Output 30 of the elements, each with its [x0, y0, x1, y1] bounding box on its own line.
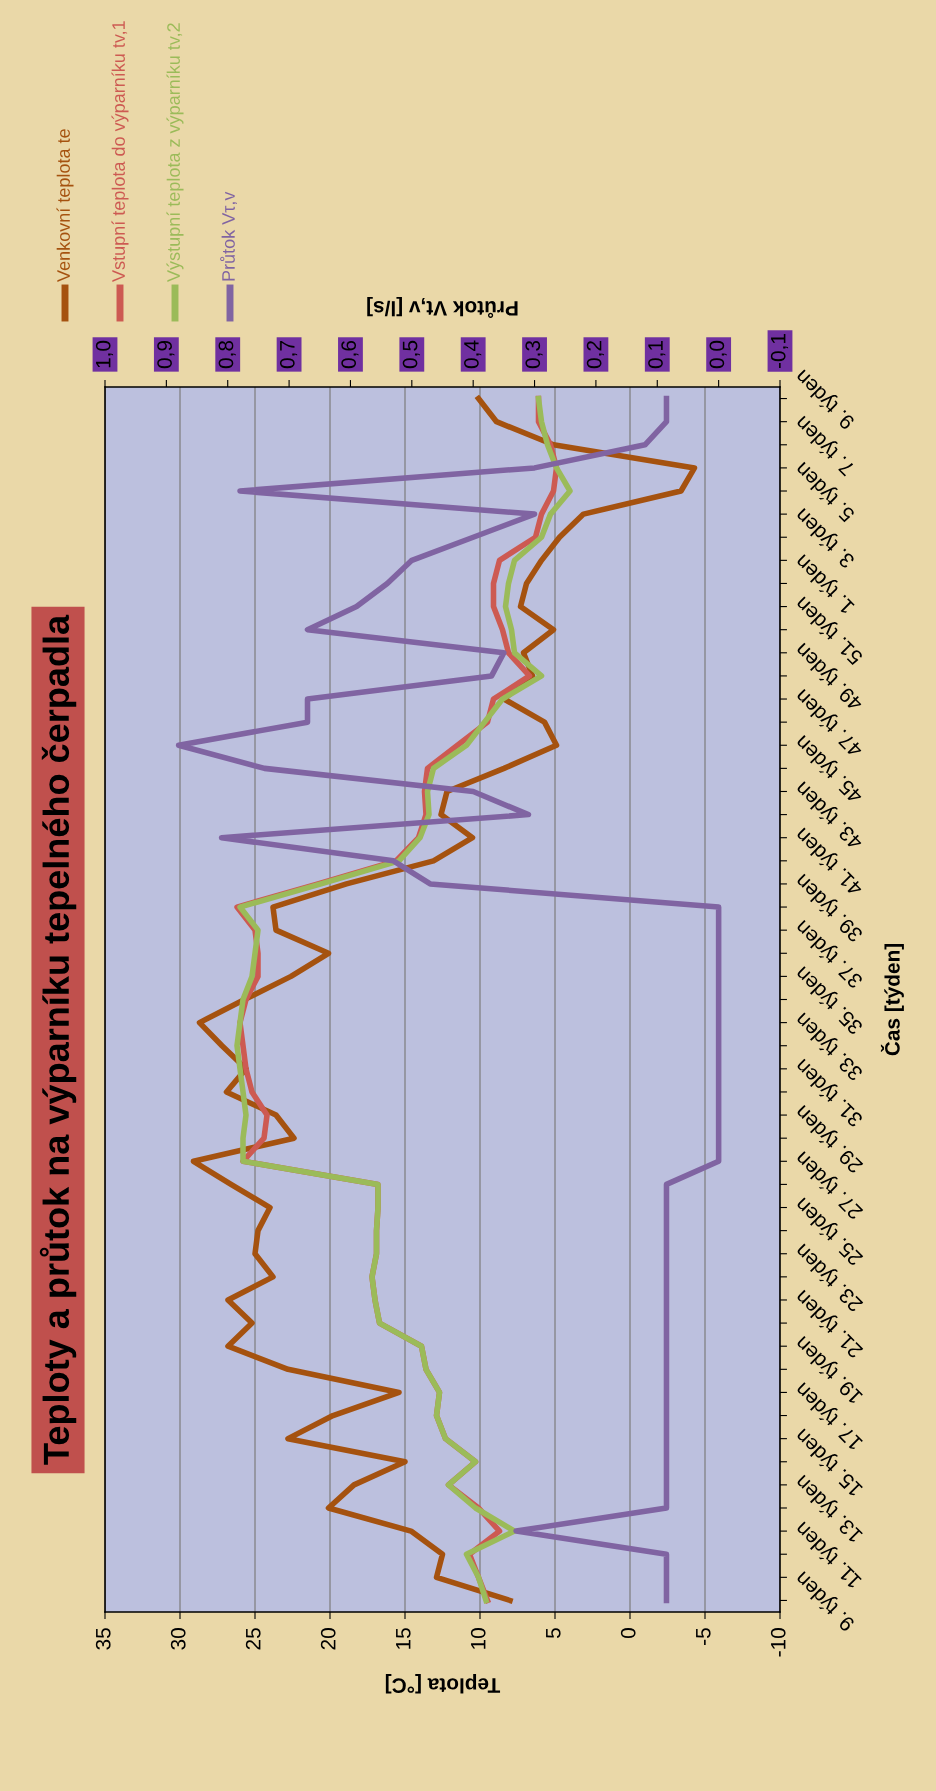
x2-tick-label: -0,1: [770, 334, 789, 369]
x2-tick-label: 0,7: [279, 341, 298, 369]
text: Venkovní teplota te: [56, 129, 74, 282]
x2-tick-label: 0,1: [648, 341, 666, 369]
x-tick-label: 20: [320, 1628, 336, 1650]
x-tick-label: -10: [770, 1628, 786, 1657]
x2-tick-label: 0,2: [586, 341, 604, 369]
x2-tick-label: 1,0: [95, 340, 114, 368]
x2-axis-title: Průtok Vt,v [l/s]: [367, 296, 518, 318]
x2-tick-label: 0,9: [157, 340, 175, 369]
x-tick-label: 15: [396, 1628, 411, 1649]
x2-tick-label: 0,3: [525, 340, 543, 369]
text: Vstupní teplota do výparníku tv,1: [111, 21, 129, 282]
x-tick-label: 30: [170, 1628, 186, 1650]
x-axis-title: Teplota [°C]: [385, 1674, 501, 1694]
x-tick-label: -5: [696, 1628, 711, 1645]
x2-tick-label: 0,6: [341, 340, 359, 369]
x-tick-label: 0: [620, 1628, 636, 1639]
text: Průtok Vτ,v: [220, 191, 237, 281]
x-tick-label: 10: [470, 1628, 486, 1649]
text: Teploty a průtok na výparníku tepelného čerpadla: [39, 614, 77, 1465]
x-tick-label: 35: [95, 1628, 111, 1650]
x-tick-label: 5: [546, 1628, 561, 1639]
x2-tick-label: 0,8: [218, 340, 236, 369]
text: Výstupní teplota z výparníku tv,2: [166, 23, 184, 282]
x2-tick-label: 0,4: [464, 340, 482, 369]
x2-tick-label: 0,0: [709, 340, 727, 369]
y-axis-title: Čas [týden]: [880, 943, 904, 1056]
x2-tick-label: 0,5: [402, 340, 420, 369]
x-tick-label: 25: [245, 1628, 261, 1650]
